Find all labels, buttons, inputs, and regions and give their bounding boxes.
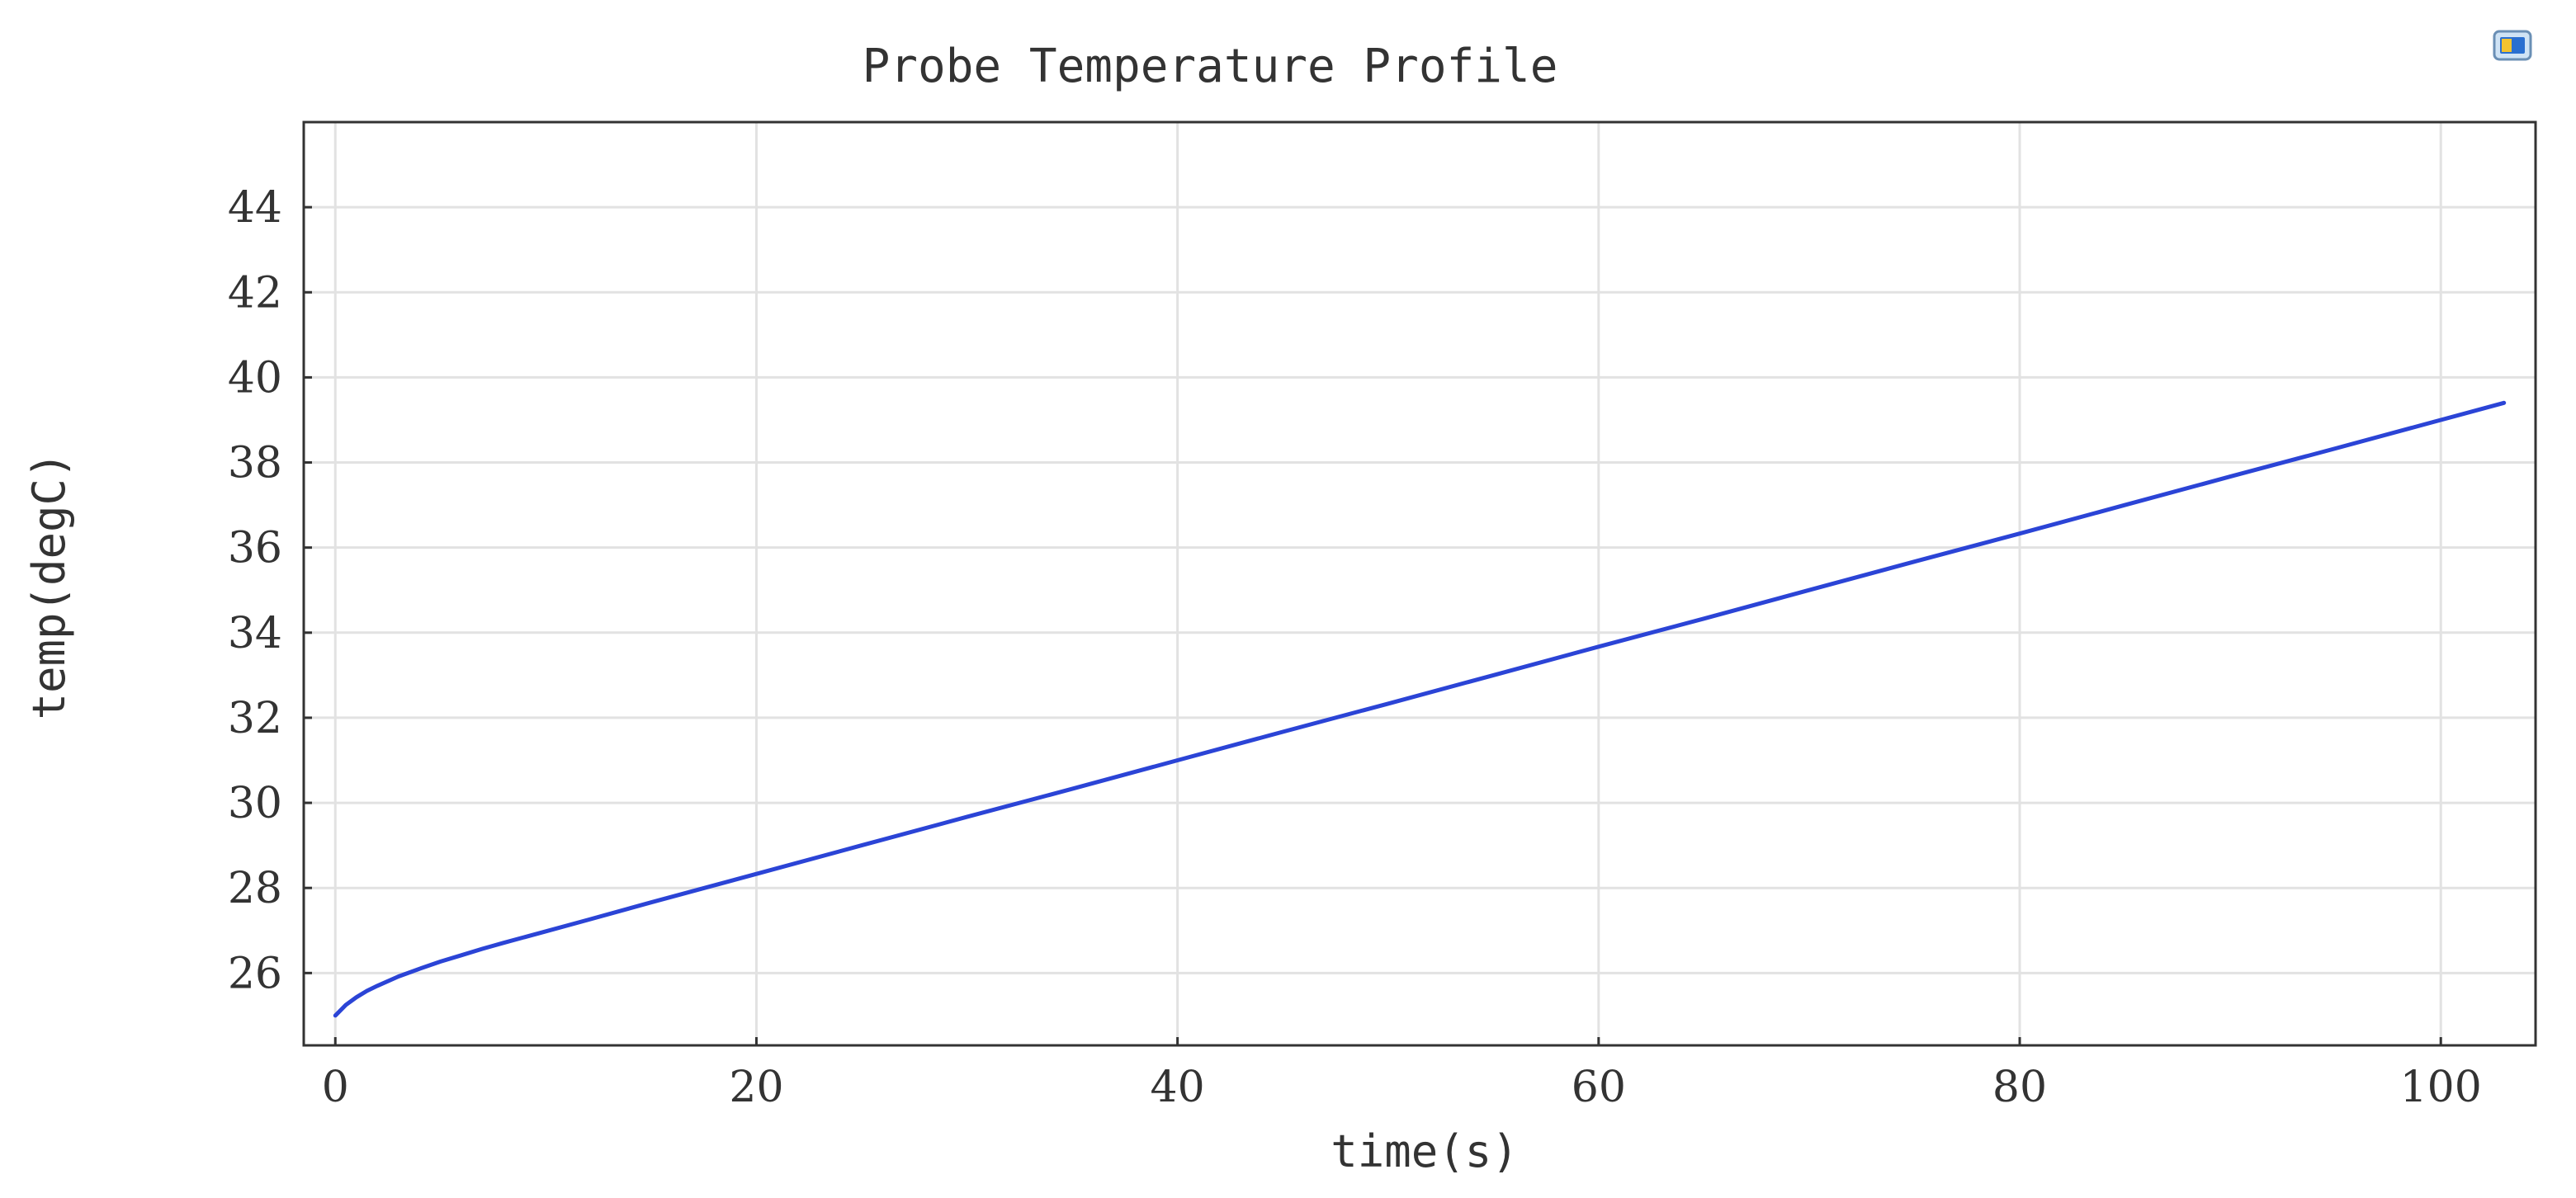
grid	[304, 122, 2536, 1045]
y-tick-label: 28	[228, 864, 282, 913]
series-layer	[333, 400, 2507, 1018]
y-tick-label: 30	[228, 779, 282, 828]
y-tick-label: 40	[228, 353, 282, 403]
y-tick-label: 42	[228, 268, 282, 318]
y-tick-label: 32	[228, 694, 282, 743]
export-image-icon[interactable]	[2493, 30, 2532, 61]
x-tick-label: 100	[2400, 1063, 2482, 1112]
x-tick-label: 0	[322, 1063, 349, 1112]
x-axis-label: time(s)	[1331, 1125, 1519, 1177]
x-tick-label: 60	[1572, 1063, 1626, 1112]
y-tick-label: 38	[228, 439, 282, 488]
x-tick-label: 40	[1151, 1063, 1205, 1112]
x-tick-label: 20	[729, 1063, 783, 1112]
axis-ticks: 0 20 40 60 80 100 26 28 30 32 34 36 38 40 42 44	[228, 183, 2482, 1112]
y-tick-label: 26	[228, 949, 282, 998]
plot-area-border	[302, 120, 2537, 1047]
y-axis-label: temp(degC)	[23, 451, 75, 719]
y-tick-label: 44	[228, 183, 282, 233]
y-tick-label: 34	[228, 609, 282, 658]
series-line-0	[333, 400, 2507, 1018]
x-tick-label: 80	[1992, 1063, 2047, 1112]
chart-title: Probe Temperature Profile	[863, 40, 1558, 93]
plot-frame	[302, 120, 2537, 1047]
y-tick-label: 36	[228, 524, 282, 573]
